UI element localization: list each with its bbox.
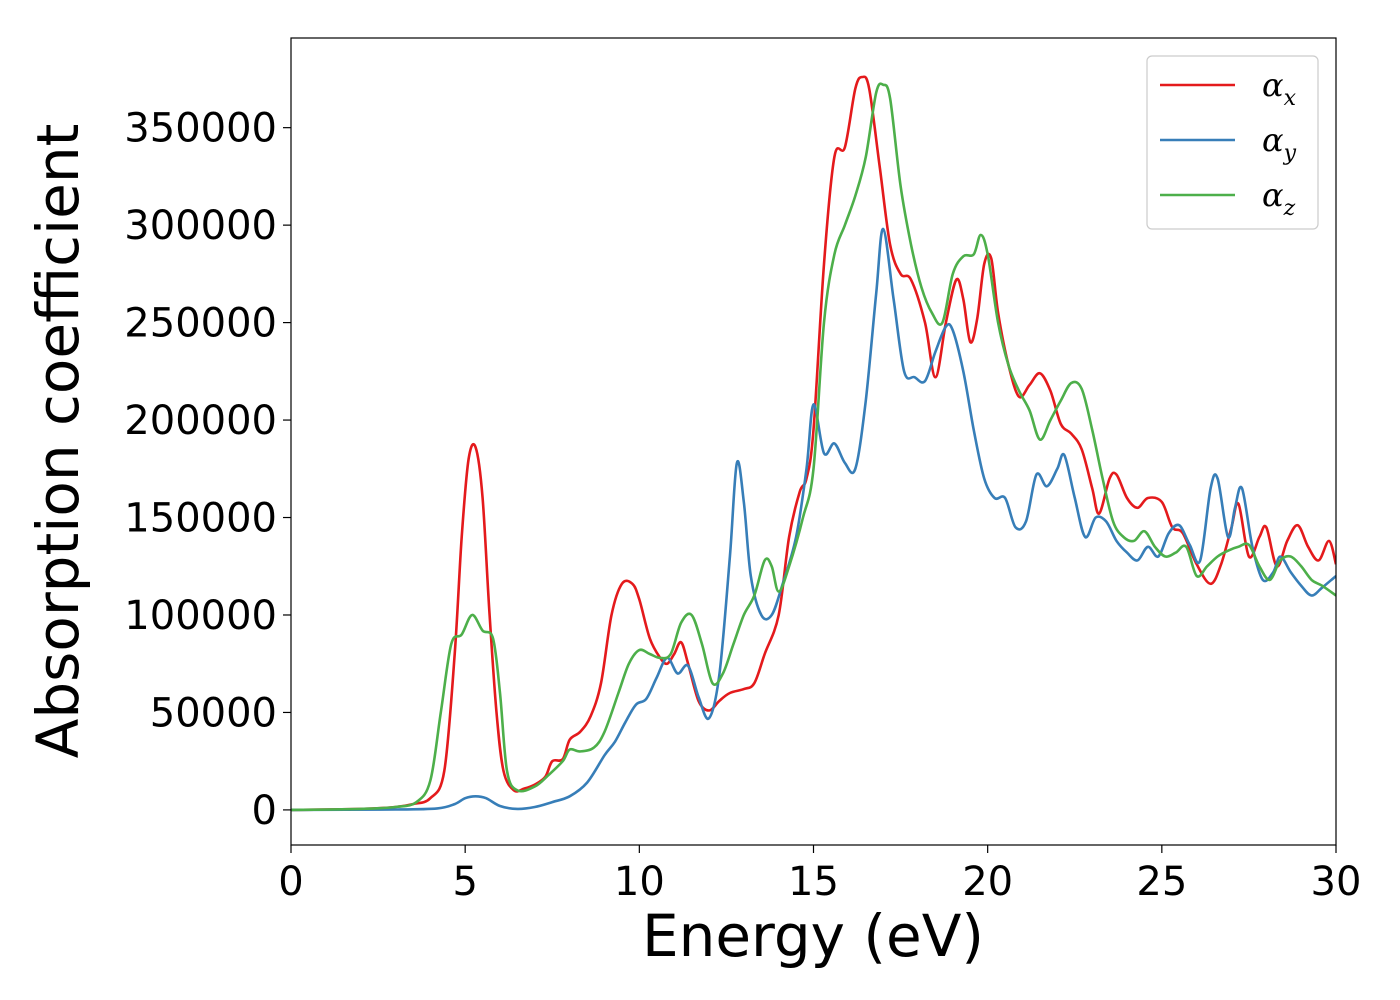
x-tick-label: 5 bbox=[452, 859, 477, 905]
y-tick-label: 350000 bbox=[124, 106, 277, 152]
series-line-alpha-y bbox=[291, 227, 1336, 812]
y-tick-label: 200000 bbox=[124, 398, 277, 444]
legend: αx αy αz bbox=[1146, 55, 1319, 230]
y-axis-label: Absorption coefficient bbox=[24, 124, 92, 759]
legend-label-alpha-x: αx bbox=[1262, 66, 1297, 111]
series-line-alpha-x bbox=[291, 75, 1336, 812]
y-tick-label: 300000 bbox=[124, 203, 277, 249]
x-tick-label: 10 bbox=[614, 859, 665, 905]
y-tick-label: 150000 bbox=[124, 496, 277, 542]
x-tick-label: 25 bbox=[1136, 859, 1187, 905]
x-tick-label: 0 bbox=[278, 859, 303, 905]
y-tick-label: 250000 bbox=[124, 301, 277, 347]
y-tick-label: 50000 bbox=[150, 690, 277, 736]
legend-label-alpha-z: αz bbox=[1262, 176, 1296, 221]
y-tick-label: 100000 bbox=[124, 593, 277, 639]
series-layer bbox=[291, 75, 1336, 812]
y-tick-label: 0 bbox=[252, 788, 277, 834]
x-axis-label: Energy (eV) bbox=[642, 902, 984, 970]
legend-label-alpha-y: αy bbox=[1262, 121, 1297, 166]
legend-box bbox=[1146, 55, 1319, 230]
x-tick-label: 30 bbox=[1311, 859, 1362, 905]
x-tick-label: 15 bbox=[788, 859, 839, 905]
x-tick-label: 20 bbox=[962, 859, 1013, 905]
plot-frame bbox=[290, 37, 1337, 846]
series-line-alpha-z bbox=[291, 82, 1336, 812]
ticks-layer: 0 5 10 15 20 25 30 0 50000 100000 150000 200000 2500… bbox=[124, 106, 1361, 905]
